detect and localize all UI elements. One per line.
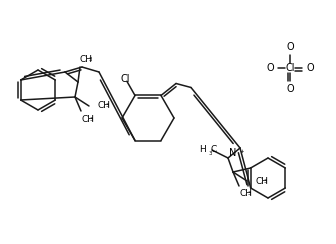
Text: $_3$: $_3$ (247, 190, 252, 199)
Text: $^+$: $^+$ (238, 149, 245, 157)
Text: CH: CH (255, 176, 268, 185)
Text: O: O (306, 63, 314, 73)
Text: $_3$: $_3$ (88, 54, 93, 63)
Text: C: C (211, 145, 217, 154)
Text: O: O (286, 84, 294, 94)
Text: N: N (229, 148, 237, 158)
Text: Cl: Cl (285, 63, 295, 73)
Text: $_3$: $_3$ (263, 176, 268, 185)
Text: H: H (199, 145, 206, 154)
Text: $_3$: $_3$ (208, 149, 213, 158)
Text: $_3$: $_3$ (105, 102, 110, 111)
Text: O: O (266, 63, 274, 73)
Text: $_3$: $_3$ (89, 114, 94, 123)
Text: Cl: Cl (120, 74, 130, 84)
Text: O: O (286, 42, 294, 52)
Text: CH: CH (81, 114, 94, 123)
Text: CH: CH (239, 190, 252, 199)
Text: CH: CH (80, 54, 93, 63)
Text: CH: CH (97, 102, 110, 111)
